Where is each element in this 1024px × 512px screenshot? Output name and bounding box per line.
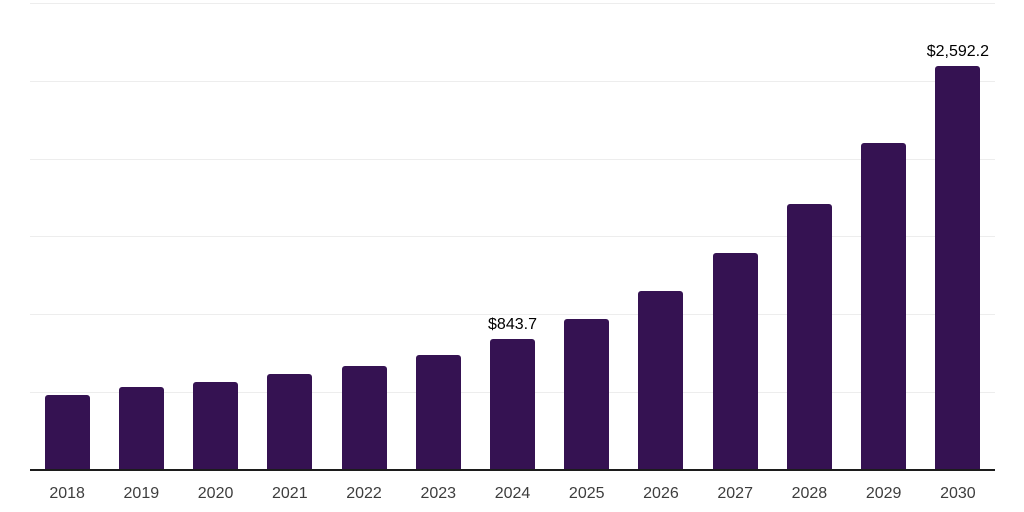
x-axis-label-2019: 2019 xyxy=(123,485,160,502)
gridline xyxy=(30,81,995,82)
gridline xyxy=(30,314,995,315)
gridline xyxy=(30,3,995,4)
bar-2025 xyxy=(564,319,609,470)
x-axis-label-2030: 2030 xyxy=(940,485,976,502)
bar-2026 xyxy=(638,291,683,470)
bar-2027 xyxy=(713,253,758,470)
x-axis-line xyxy=(30,469,995,471)
bar-2029 xyxy=(861,143,906,470)
x-axis-label-2021: 2021 xyxy=(272,485,308,502)
x-axis-label-2024: 2024 xyxy=(494,485,531,502)
gridline xyxy=(30,159,995,160)
data-label-2030: $2,592.2 xyxy=(926,43,990,60)
bar-2021 xyxy=(267,374,312,470)
bar-2030 xyxy=(935,66,980,470)
x-axis-label-2018: 2018 xyxy=(49,485,85,502)
x-axis-label-2028: 2028 xyxy=(791,485,828,502)
bar-2022 xyxy=(342,366,387,470)
x-axis-label-2025: 2025 xyxy=(568,485,605,502)
x-axis-label-2027: 2027 xyxy=(717,485,753,502)
plot-area: $843.7 $2,592.2 xyxy=(30,3,995,470)
x-axis-label-2022: 2022 xyxy=(346,485,382,502)
bar-2024 xyxy=(490,339,535,470)
bar-2023 xyxy=(416,355,461,470)
x-axis-label-2026: 2026 xyxy=(643,485,679,502)
gridline xyxy=(30,236,995,237)
x-axis-label-2029: 2029 xyxy=(865,485,902,502)
x-axis-label-2023: 2023 xyxy=(420,485,457,502)
bar-2019 xyxy=(119,387,164,470)
bar-2018 xyxy=(45,395,90,470)
bar-2020 xyxy=(193,382,238,470)
bar-2028 xyxy=(787,204,832,470)
data-label-2024: $843.7 xyxy=(488,316,537,333)
x-axis-label-2020: 2020 xyxy=(197,485,234,502)
